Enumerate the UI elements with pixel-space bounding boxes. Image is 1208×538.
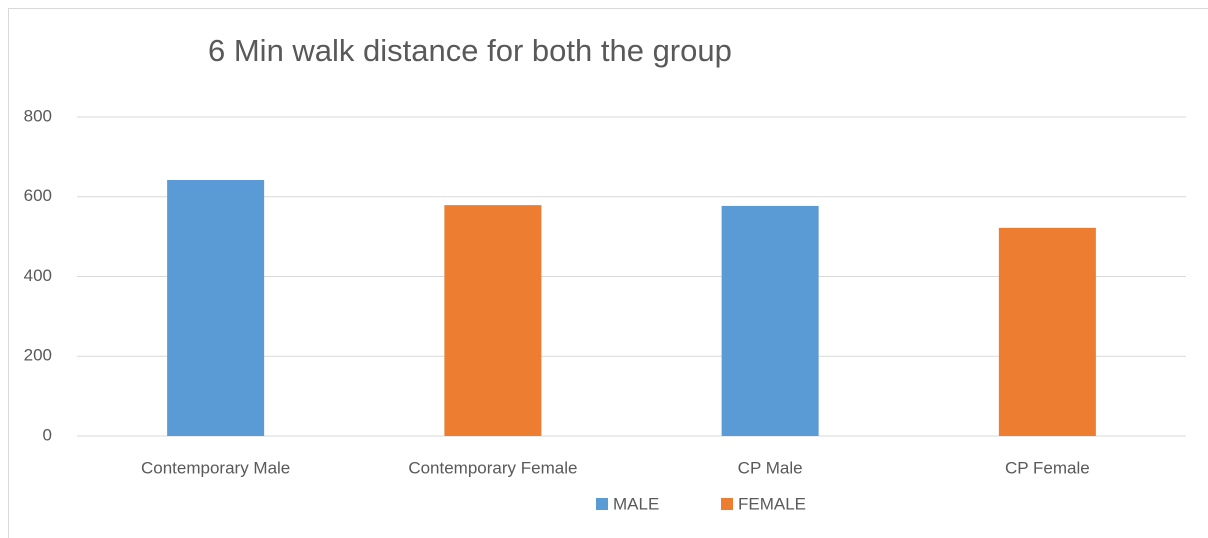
y-tick-label: 600: [24, 186, 52, 205]
bar: [721, 205, 819, 436]
bar: [167, 180, 265, 436]
legend-label: FEMALE: [738, 494, 806, 513]
legend-swatch: [721, 498, 733, 510]
chart-title: 6 Min walk distance for both the group: [208, 33, 732, 68]
x-tick-label: CP Male: [738, 458, 803, 477]
x-tick-label: CP Female: [1005, 458, 1090, 477]
y-tick-label: 800: [24, 106, 52, 125]
legend-label: MALE: [613, 494, 659, 513]
legend-swatch: [596, 498, 608, 510]
y-tick-label: 200: [24, 346, 52, 365]
y-tick-label: 0: [43, 425, 52, 444]
bar: [444, 205, 542, 436]
x-tick-label: Contemporary Female: [408, 458, 577, 477]
bar: [998, 227, 1096, 436]
x-tick-label: Contemporary Male: [141, 458, 290, 477]
y-tick-label: 400: [24, 266, 52, 285]
